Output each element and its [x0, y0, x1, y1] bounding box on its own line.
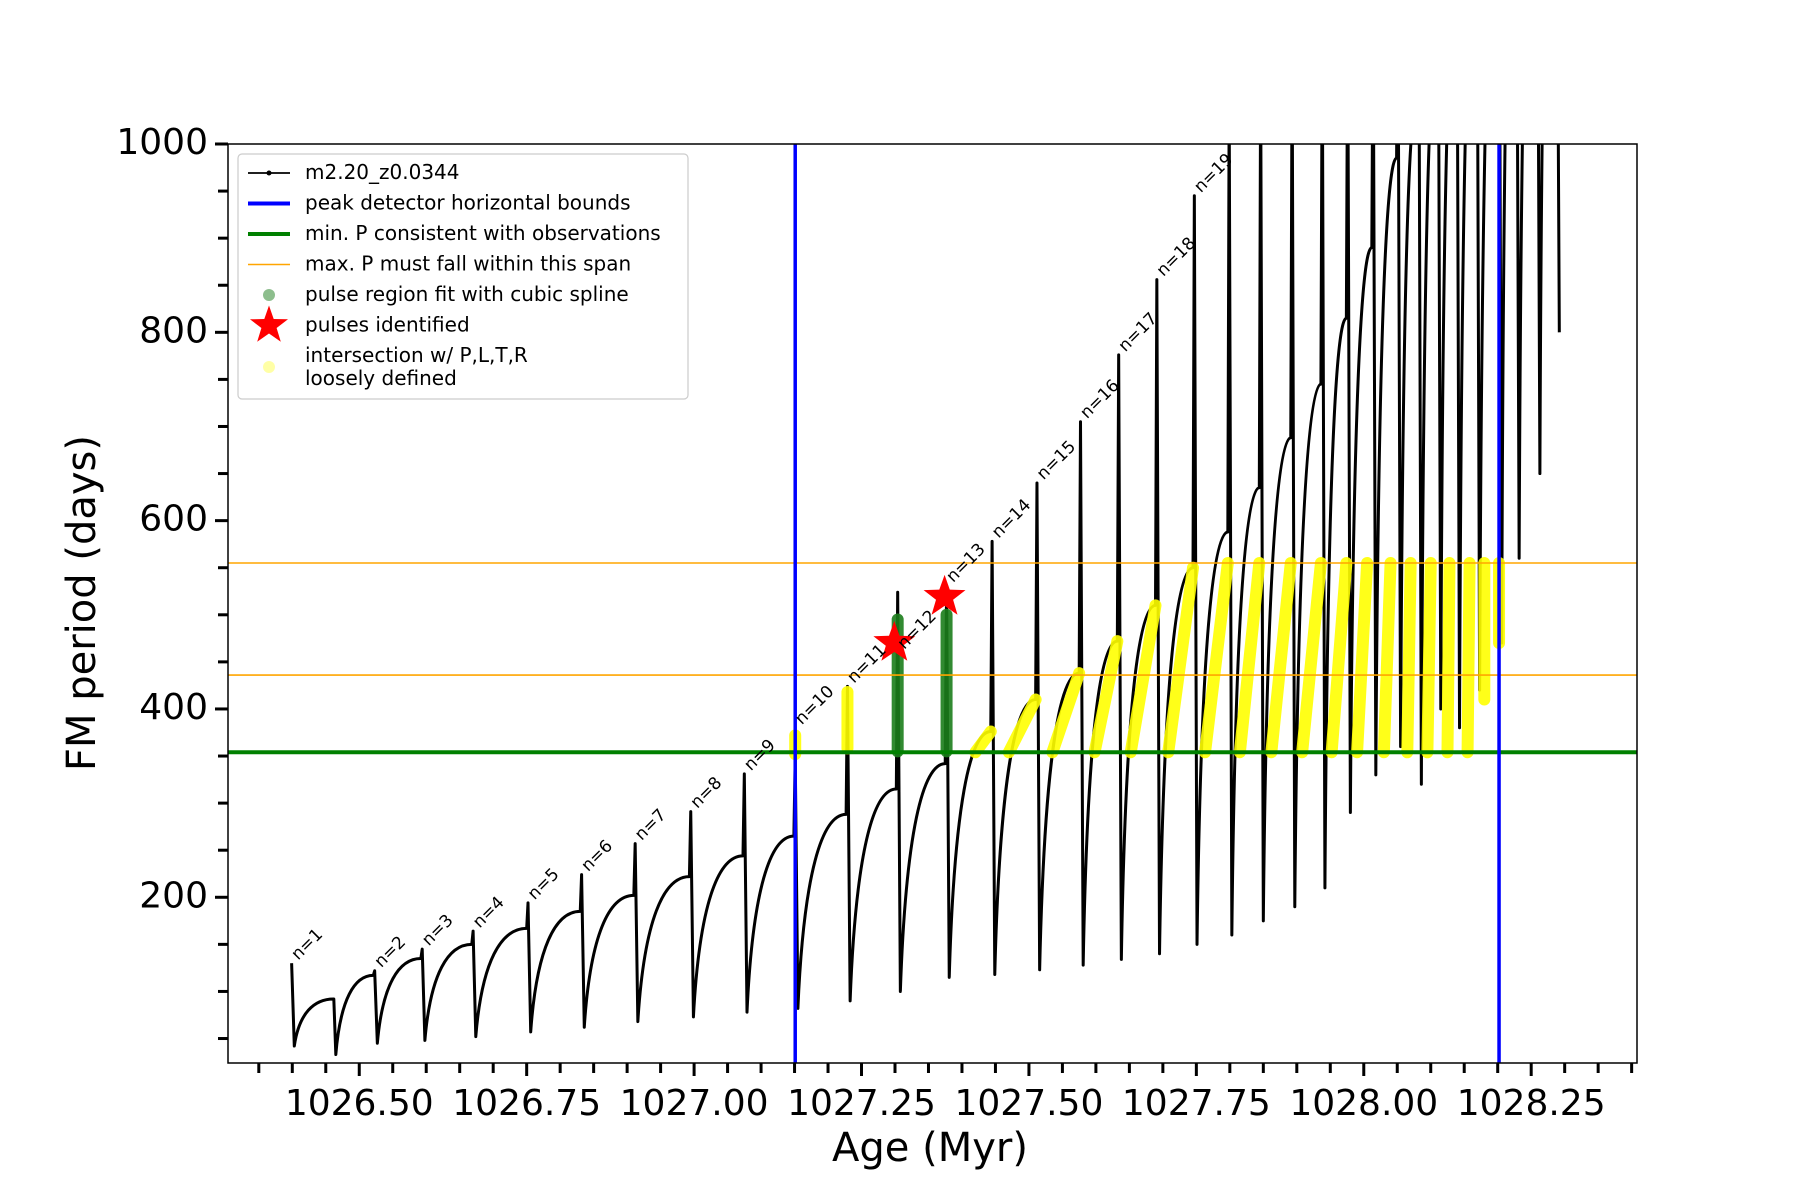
legend-marker: [263, 361, 275, 373]
x-tick-label: 1027.00: [620, 1083, 769, 1124]
legend-marker: [263, 289, 275, 301]
x-tick-label: 1028.25: [1457, 1083, 1606, 1124]
x-tick-label: 1027.25: [787, 1083, 936, 1124]
x-tick-label: 1028.00: [1289, 1083, 1438, 1124]
legend-box: [237, 153, 689, 400]
legend-label: peak detector horizontal bounds: [305, 190, 631, 214]
x-tick-label: 1026.50: [285, 1083, 434, 1124]
x-tick-label: 1027.50: [954, 1083, 1103, 1124]
y-tick-label: 400: [139, 687, 208, 728]
axes: 1026.50 1026.75 1027.00 1027.25 1027.50 1027.…: [116, 122, 1634, 1124]
plot-area: n=1 n=2n=3 n=4n=5n=6n=7n=8n=9n=10n=11n=12n…: [228, 144, 1637, 1063]
y-tick-label: 800: [139, 310, 208, 351]
legend-label: intersection w/ P,L,T,R loosely defined: [305, 343, 528, 390]
y-axis-label: FM period (days): [59, 435, 105, 771]
x-tick-label: 1027.75: [1122, 1083, 1271, 1124]
legend-label: max. P must fall within this span: [305, 251, 631, 275]
legend-marker: [250, 305, 288, 342]
legend-marker: [266, 170, 272, 176]
plot-frame: [227, 143, 1638, 1064]
legend-label: pulses identified: [305, 312, 470, 336]
x-axis-label: Age (Myr): [832, 1125, 1028, 1171]
y-tick-label: 200: [139, 875, 208, 916]
pulse-star: [873, 621, 916, 661]
legend-label: pulse region fit with cubic spline: [305, 282, 629, 306]
data-line: [290, 144, 1561, 1057]
legend-label: min. P consistent with observations: [305, 221, 661, 245]
y-tick-label: 1000: [116, 122, 208, 163]
pulse-star: [923, 574, 966, 615]
legend-label: m2.20_z0.0344: [305, 160, 460, 184]
y-tick-label: 600: [139, 499, 208, 540]
x-tick-label: 1026.75: [452, 1083, 601, 1124]
